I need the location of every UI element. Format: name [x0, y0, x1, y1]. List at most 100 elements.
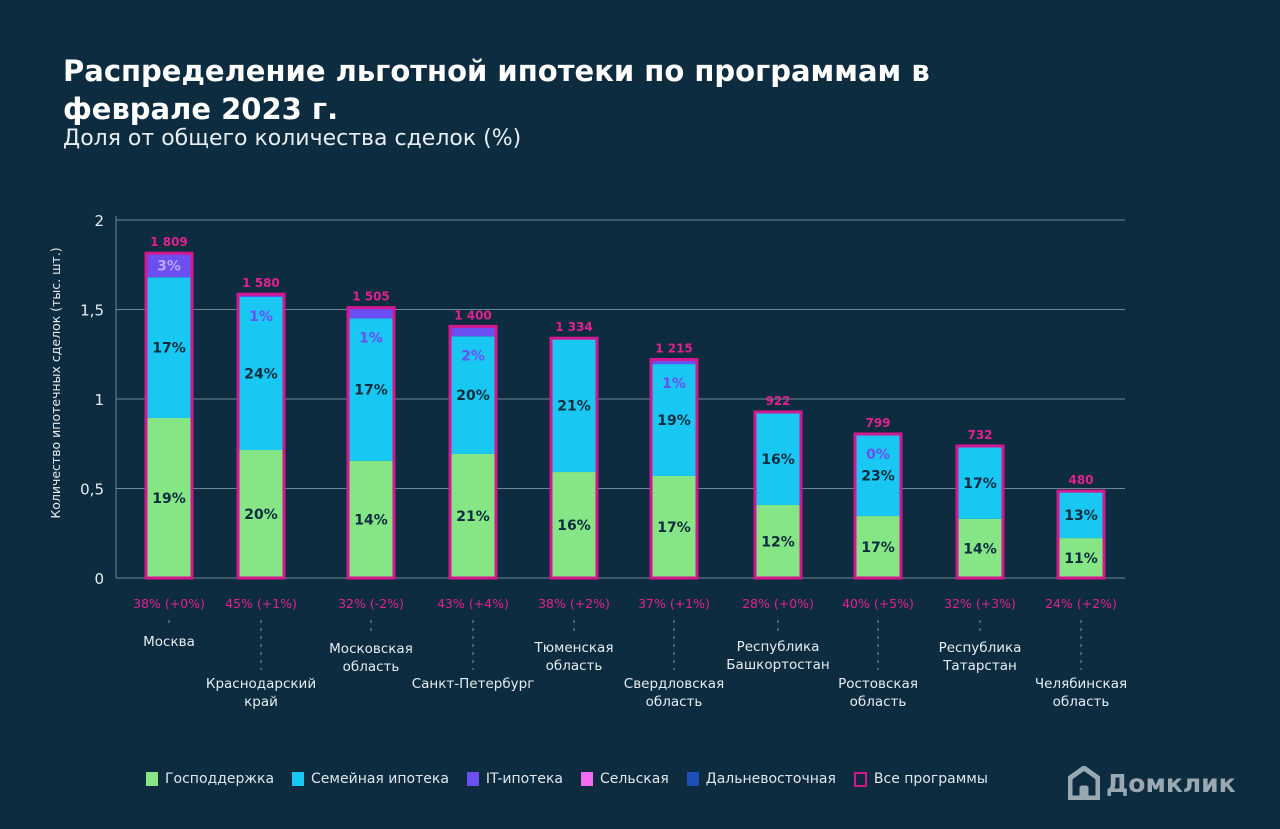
segment-label: 16% [761, 452, 795, 468]
total-label: 1 809 [150, 235, 188, 249]
legend-label: Семейная ипотека [311, 771, 449, 787]
bar-segment [652, 475, 696, 578]
bar-segment [349, 318, 393, 461]
bar-segment [147, 277, 191, 418]
share-label: 32% (+3%) [944, 596, 1016, 611]
legend-item: IT-ипотека [466, 771, 563, 787]
chart-subtitle: Доля от общего количества сделок (%) [63, 126, 522, 151]
segment-label: 17% [963, 476, 997, 492]
segment-label: 14% [963, 541, 997, 557]
legend-swatch [853, 771, 867, 787]
total-label: 480 [1068, 473, 1093, 487]
bar-segment [147, 417, 191, 578]
category-label: Санкт-Петербург [412, 676, 535, 692]
segment-label: 2% [461, 348, 485, 364]
y-tick-label: 1 [94, 391, 104, 409]
segment-label: 20% [456, 388, 490, 404]
category-label: Москва [143, 634, 195, 650]
total-label: 1 580 [242, 276, 280, 290]
y-tick-label: 2 [94, 212, 104, 230]
bar-segment [652, 360, 696, 365]
bar-segment [552, 339, 596, 473]
bar-segment [239, 295, 283, 297]
bar-segment [552, 472, 596, 578]
brand-name: Домклик [1106, 768, 1236, 798]
category-label: Краснодарский край [206, 676, 316, 710]
segment-label: 19% [657, 413, 691, 429]
bar-outline [753, 410, 803, 580]
y-tick-label: 0 [94, 570, 104, 588]
bar-outline [1056, 489, 1106, 580]
share-label: 24% (+2%) [1045, 596, 1117, 611]
bar-segment [239, 296, 283, 451]
legend-swatch [292, 772, 305, 786]
segment-label: 19% [152, 491, 186, 507]
legend-item: Семейная ипотека [292, 771, 449, 787]
share-label: 37% (+1%) [638, 596, 710, 611]
share-label: 40% (+5%) [842, 596, 914, 611]
segment-label: 24% [244, 366, 278, 382]
segment-label: 16% [557, 518, 591, 534]
segment-label: 17% [657, 520, 691, 536]
category-label: Московская область [329, 641, 413, 675]
y-axis-label: Количество ипотечных сделок (тыс. шт.) [48, 247, 63, 518]
legend-swatch [146, 772, 158, 786]
segment-label: 23% [861, 469, 895, 485]
bar-segment [856, 434, 900, 517]
bar-segment [958, 518, 1002, 578]
bar-segment [756, 412, 800, 505]
category-label: Республика Татарстан [939, 640, 1022, 674]
share-label: 45% (+1%) [225, 596, 297, 611]
segment-label: 17% [354, 383, 388, 399]
y-tick-label: 0,5 [80, 481, 104, 499]
chart-title: Распределение льготной ипотеки по програ… [63, 54, 930, 126]
bar-segment [451, 336, 495, 454]
bar-segment [349, 460, 393, 578]
legend-swatch [686, 772, 699, 786]
segment-label: 21% [456, 509, 490, 525]
segment-label: 17% [152, 341, 186, 357]
legend-item: Все программы [853, 771, 988, 787]
share-label: 38% (+0%) [133, 596, 205, 611]
share-label: 38% (+2%) [538, 596, 610, 611]
y-tick-label: 1,5 [80, 302, 104, 320]
legend: Господдержка Семейная ипотека IT-ипотека Се… [146, 771, 988, 787]
legend-label: Сельская [600, 771, 669, 787]
segment-label: 3% [157, 259, 181, 275]
total-label: 922 [765, 394, 790, 408]
segment-label: 1% [359, 330, 383, 346]
bar-segment [1059, 538, 1103, 578]
segment-label: 11% [1064, 551, 1098, 567]
total-label: 1 215 [655, 342, 693, 356]
category-label: Свердловская область [624, 676, 724, 710]
bar-segment [958, 446, 1002, 519]
category-label: Ростовская область [838, 676, 918, 710]
legend-item: Сельская [581, 771, 669, 787]
bar-outline [549, 336, 599, 580]
segment-label: 13% [1064, 508, 1098, 524]
total-label: 1 400 [454, 308, 492, 322]
legend-item: Дальневосточная [686, 771, 836, 787]
total-label: 732 [967, 428, 992, 442]
bar-segment [856, 516, 900, 578]
bar-outline [236, 292, 286, 580]
legend-label: IT-ипотека [485, 771, 563, 787]
share-label: 32% (-2%) [338, 596, 404, 611]
bar-segment [451, 327, 495, 337]
total-label: 1 505 [352, 290, 390, 304]
bar-segment [1059, 492, 1103, 539]
legend-label: Дальневосточная [705, 771, 836, 787]
legend-swatch [581, 772, 593, 786]
bar-segment [349, 308, 393, 319]
segment-label: 20% [244, 507, 278, 523]
segment-label: 17% [861, 540, 895, 556]
segment-label: 0% [866, 447, 890, 463]
legend-item: Господдержка [146, 771, 274, 787]
house-icon [1068, 766, 1100, 800]
bar-outline [144, 251, 194, 580]
bar-outline [448, 324, 498, 580]
bar-outline [649, 358, 699, 580]
category-label: Челябинская область [1035, 676, 1127, 710]
bar-outline [853, 432, 903, 580]
